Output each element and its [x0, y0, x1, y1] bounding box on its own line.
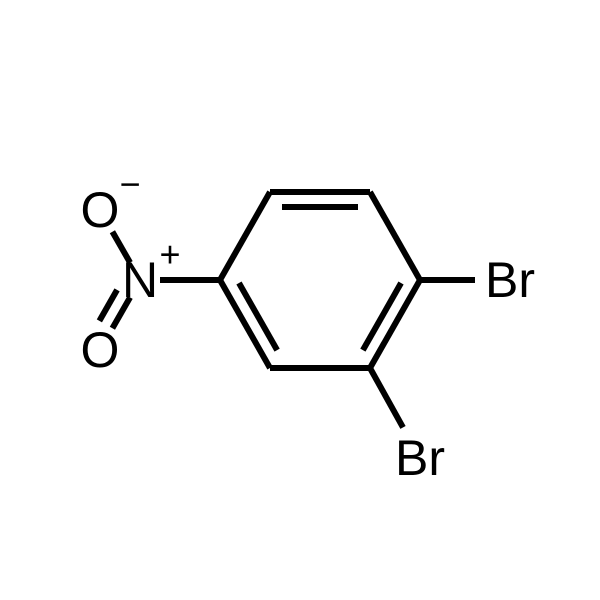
charge-O1: − — [119, 164, 140, 205]
atom-N: N — [122, 252, 158, 308]
charge-N: + — [159, 234, 180, 275]
molecule-diagram: N+O−OBrBr — [0, 0, 600, 600]
atom-Br2: Br — [395, 430, 445, 486]
atom-O1: O — [81, 182, 120, 238]
atom-O2: O — [81, 322, 120, 378]
atom-Br1: Br — [485, 252, 535, 308]
